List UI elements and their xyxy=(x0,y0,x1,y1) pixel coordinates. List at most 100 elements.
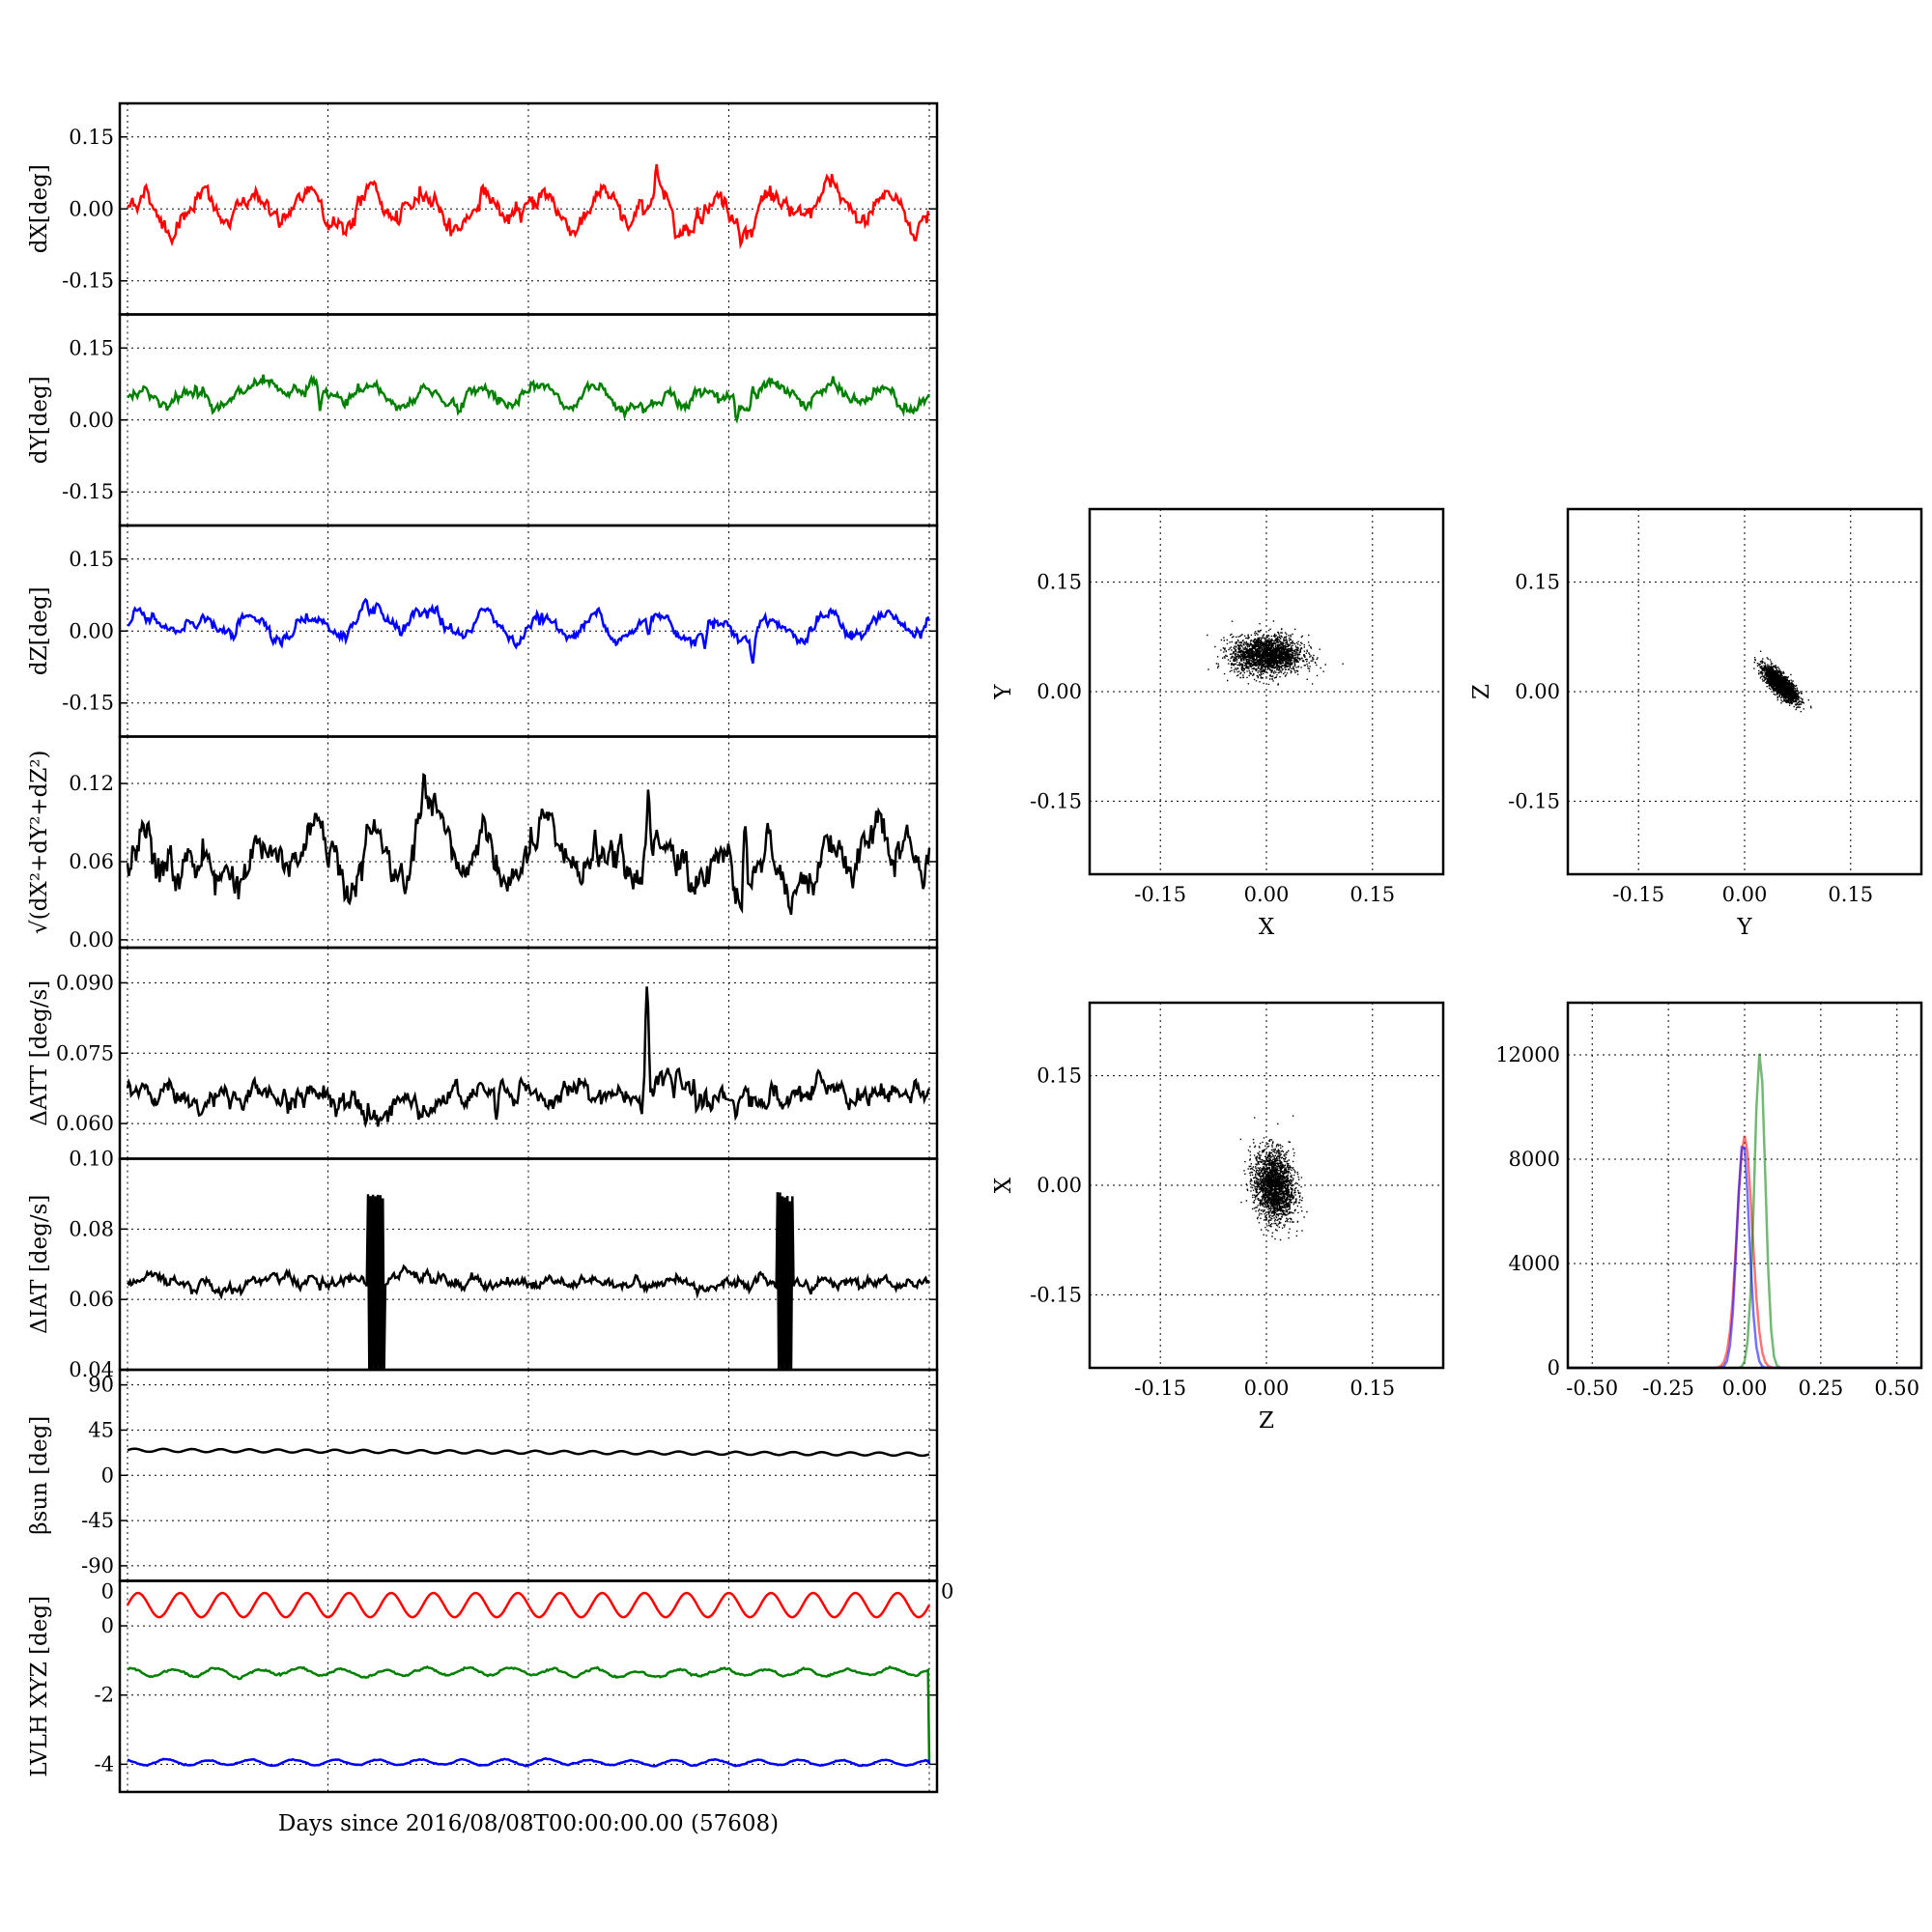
axes-frame xyxy=(1566,1001,1923,1370)
y-tick-label: 0.15 xyxy=(69,548,114,571)
scatter-points xyxy=(1239,1115,1308,1241)
y-axis-label: LVLH XYZ [deg] xyxy=(27,1596,52,1777)
y-tick-label: -0.15 xyxy=(1030,789,1082,812)
y-tick-label: 0 xyxy=(101,1614,114,1637)
axes-frame xyxy=(1088,507,1445,876)
y-tick-label: 0.15 xyxy=(69,336,114,359)
y-tick-label: -2 xyxy=(95,1684,114,1707)
y-tick-label: 0.075 xyxy=(56,1041,114,1065)
series-line xyxy=(126,1591,931,1619)
y-tick-label: 0.12 xyxy=(69,772,114,795)
x-tick-label: 0.15 xyxy=(1350,1377,1395,1400)
y-tick-label: 0.00 xyxy=(1037,680,1082,703)
x-tick-label: 0.00 xyxy=(1244,1377,1290,1400)
y-tick-label: -0.15 xyxy=(1030,1283,1082,1306)
y-tick-label: 0.10 xyxy=(69,1148,114,1171)
y-tick-label: 0.00 xyxy=(1515,680,1560,703)
y-tick-label: 0.00 xyxy=(69,928,114,952)
y-axis-label: ΔATT [deg/s] xyxy=(27,980,52,1126)
y-tick-label: 0.06 xyxy=(69,850,114,873)
y-axis-label: √(dX²+dY²+dZ²) xyxy=(27,750,52,934)
y-tick-label: 0.15 xyxy=(1515,571,1560,594)
y-tick-label: -0.15 xyxy=(62,692,114,715)
x-tick-label: 0 xyxy=(101,1580,114,1604)
y-axis-label: Z xyxy=(1469,684,1494,699)
y-axis-label: X xyxy=(991,1177,1016,1193)
series-line xyxy=(127,597,931,664)
x-tick-label: 0.00 xyxy=(1244,883,1290,906)
series-line xyxy=(127,1447,930,1458)
y-tick-label: 0 xyxy=(1548,1356,1560,1379)
axes-frame xyxy=(1566,507,1923,876)
x-tick-label: -0.15 xyxy=(1134,883,1186,906)
x-tick-label: 0 xyxy=(941,1580,953,1604)
series-line xyxy=(127,374,931,424)
y-tick-label: 0 xyxy=(101,1463,114,1487)
x-tick-label: 0.15 xyxy=(1350,883,1395,906)
y-tick-label: 0.15 xyxy=(1037,571,1082,594)
x-tick-label: -0.50 xyxy=(1566,1377,1618,1400)
y-tick-label: -0.15 xyxy=(62,270,114,293)
axes-frame xyxy=(118,1579,939,1794)
y-tick-label: 8000 xyxy=(1509,1148,1560,1171)
y-tick-label: 0.15 xyxy=(1037,1065,1082,1088)
y-tick-label: 0.04 xyxy=(69,1358,114,1381)
panel-ts-dy: 0.15 0.00 -0.15 dY[deg] xyxy=(27,313,939,527)
panel-hist: -0.50 -0.25 0.00 0.25 0.50 12000 8000 4000 0 xyxy=(1495,1001,1923,1400)
y-tick-label: 90 xyxy=(88,1374,114,1397)
x-tick-label: 0.15 xyxy=(1828,883,1873,906)
y-tick-label: -0.15 xyxy=(62,480,114,503)
y-tick-label: 0.15 xyxy=(69,126,114,149)
x-axis-label: X xyxy=(1259,915,1275,940)
y-tick-label: -45 xyxy=(81,1509,114,1532)
panel-ts-norm: 0.12 0.06 0.00 √(dX²+dY²+dZ²) xyxy=(27,735,939,952)
y-tick-label: 0.08 xyxy=(69,1217,114,1240)
y-tick-label: 12000 xyxy=(1495,1043,1560,1066)
y-tick-label: 0.06 xyxy=(69,1288,114,1311)
y-tick-label: -4 xyxy=(95,1752,114,1776)
y-tick-label: 0.00 xyxy=(1037,1174,1082,1197)
y-tick-label: 0.090 xyxy=(56,971,114,994)
x-axis-label: Y xyxy=(1736,915,1752,940)
shared-x-label: Days since 2016/08/08T00:00:00.00 (57608… xyxy=(278,1811,779,1836)
scatter-points xyxy=(1753,650,1812,713)
series-line xyxy=(127,1664,931,1765)
series-line xyxy=(127,1192,931,1371)
y-tick-label: 0.00 xyxy=(69,409,114,432)
x-tick-label: 0.00 xyxy=(1722,1377,1768,1400)
scatter-points xyxy=(1207,620,1344,686)
series-line xyxy=(126,986,931,1129)
panel-sc-zx: -0.15 0.00 0.15 0.15 0.00 -0.15 Z X xyxy=(991,1001,1445,1434)
x-tick-label: 0.50 xyxy=(1874,1377,1919,1400)
y-axis-label: βsun [deg] xyxy=(27,1416,52,1535)
plots-layer: 0.15 0.00 -0.15 dX[deg] 0.15 0.00 -0.15 dY[deg]… xyxy=(27,101,1923,1794)
x-tick-label: 0.25 xyxy=(1798,1377,1843,1400)
panel-sc-xy: -0.15 0.00 0.15 0.15 0.00 -0.15 X Y xyxy=(991,507,1445,940)
y-tick-label: -0.15 xyxy=(1508,789,1560,812)
x-tick-label: 0.00 xyxy=(1722,883,1768,906)
x-tick-label: -0.15 xyxy=(1134,1377,1186,1400)
series-line xyxy=(127,1756,931,1768)
y-axis-label: dY[deg] xyxy=(27,376,52,464)
series-line xyxy=(126,163,930,250)
y-tick-label: 0.00 xyxy=(69,619,114,642)
panel-sc-yz: -0.15 0.00 0.15 0.15 0.00 -0.15 Y Z xyxy=(1469,507,1923,940)
panel-ts-dx: 0.15 0.00 -0.15 dX[deg] xyxy=(27,101,939,316)
panel-ts-iat: 0.10 0.08 0.06 0.04 ΔIAT [deg/s] xyxy=(27,1148,939,1381)
y-tick-label: 0.060 xyxy=(56,1112,114,1135)
x-tick-label: -0.25 xyxy=(1642,1377,1694,1400)
panel-ts-dz: 0.15 0.00 -0.15 dZ[deg] xyxy=(27,524,939,738)
y-tick-label: 0.00 xyxy=(69,197,114,220)
panel-ts-lvlh: 0 -2 -4 LVLH XYZ [deg] 0 0 xyxy=(27,1579,953,1794)
y-tick-label: -90 xyxy=(81,1554,114,1577)
x-axis-label: Z xyxy=(1259,1408,1274,1434)
y-axis-label: Y xyxy=(991,684,1016,700)
axes-frame xyxy=(1088,1001,1445,1370)
y-tick-label: 45 xyxy=(88,1418,114,1441)
x-tick-label: -0.15 xyxy=(1612,883,1664,906)
y-axis-label: dX[deg] xyxy=(27,164,52,253)
y-axis-label: ΔIAT [deg/s] xyxy=(27,1195,52,1334)
y-axis-label: dZ[deg] xyxy=(27,586,52,675)
